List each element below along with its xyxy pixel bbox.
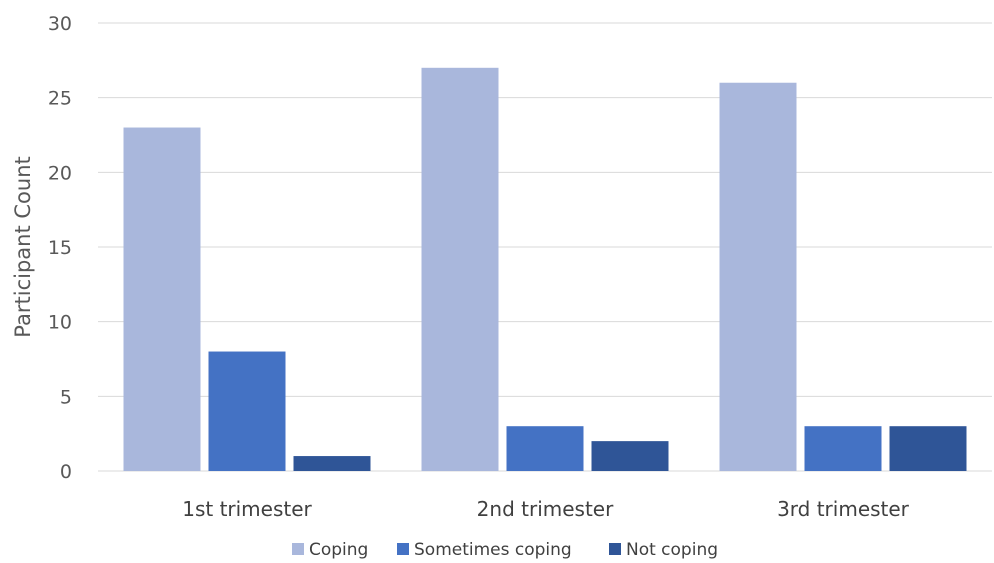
legend: Coping Sometimes coping Not coping xyxy=(292,540,718,560)
bar-coping-3 xyxy=(719,82,797,471)
y-tick-label: 10 xyxy=(48,312,72,334)
legend-swatch xyxy=(292,543,304,555)
y-tick-label: 15 xyxy=(48,237,72,259)
bar-sometimes-coping-3 xyxy=(804,426,882,471)
x-category-label: 1st trimester xyxy=(182,497,312,521)
y-axis-ticks: 0 5 10 15 20 25 30 xyxy=(48,13,72,483)
legend-label: Sometimes coping xyxy=(414,540,572,560)
bar-not-coping-2 xyxy=(591,441,669,471)
bar-coping-2 xyxy=(421,67,499,472)
bar-sometimes-coping-1 xyxy=(208,351,286,471)
x-category-label: 3rd trimester xyxy=(777,497,910,521)
y-tick-label: 25 xyxy=(48,88,72,110)
y-tick-label: 0 xyxy=(60,461,72,483)
legend-label: Not coping xyxy=(626,540,718,560)
legend-swatch xyxy=(397,543,409,555)
y-tick-label: 30 xyxy=(48,13,72,35)
bar-not-coping-3 xyxy=(889,426,967,471)
bar-coping-1 xyxy=(123,127,201,472)
legend-label: Coping xyxy=(309,540,368,560)
bar-not-coping-1 xyxy=(293,456,371,471)
x-axis-labels: 1st trimester 2nd trimester 3rd trimester xyxy=(182,497,909,521)
bars xyxy=(123,67,967,472)
x-category-label: 2nd trimester xyxy=(477,497,614,521)
y-axis-title: Participant Count xyxy=(11,156,35,337)
bar-sometimes-coping-2 xyxy=(506,426,584,471)
y-tick-label: 5 xyxy=(60,386,72,408)
y-tick-label: 20 xyxy=(48,162,72,184)
legend-swatch xyxy=(609,543,621,555)
